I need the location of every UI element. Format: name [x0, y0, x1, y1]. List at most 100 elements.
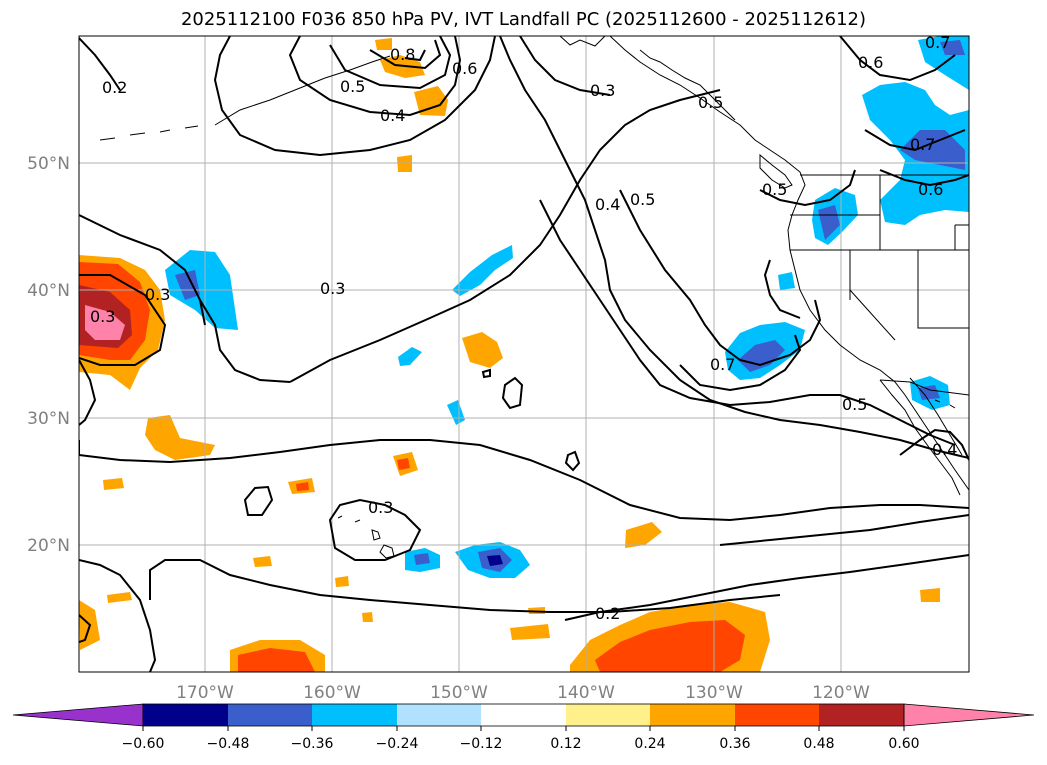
colorbar-tick-label: 0.48: [803, 736, 834, 752]
coast-alaska: [559, 36, 606, 47]
contour-02-nw: [79, 37, 121, 91]
colorbar-segment: [566, 704, 650, 726]
lon-tick-label: 120°W: [812, 683, 870, 703]
colorbar-tick-label: −0.12: [460, 736, 503, 752]
lat-tick-label: 20°N: [27, 536, 70, 556]
shade-cold-se1b: [918, 385, 940, 400]
coast-gulf-ca: [909, 377, 963, 456]
shade-cold-163w-2: [175, 270, 200, 300]
shade-warm-west-4: [85, 305, 125, 340]
shade-cold-c5c: [487, 555, 503, 566]
map-title: 2025112100 F036 850 hPa PV, IVT Landfall…: [180, 9, 867, 30]
shade-cold-nw3b: [940, 40, 965, 55]
map-frame-bg: [79, 36, 969, 672]
contour-label: 0.8: [390, 45, 415, 64]
contour-label: 0.6: [452, 59, 477, 78]
contour-06: [619, 189, 822, 367]
contour-sw-small: [79, 614, 92, 643]
contour-small-loop-3: [564, 450, 581, 472]
lat-tick-label: 50°N: [27, 154, 70, 174]
contour-label: 0.7: [710, 355, 735, 374]
coast-north-america: [609, 36, 969, 491]
map-border: [78, 35, 970, 673]
contour-label: 0.2: [595, 604, 620, 623]
shade-warm-south-b: [238, 648, 315, 672]
contour-04: [499, 36, 969, 459]
contour-east-06: [879, 169, 969, 187]
shade-warm-1: [145, 415, 215, 460]
contour-label: 0.5: [762, 180, 787, 199]
contour-north-03: [213, 36, 496, 157]
colorbar-segment: [481, 704, 566, 726]
contour-small-loop-2: [501, 376, 524, 410]
coast-baja: [879, 379, 961, 496]
contours: [79, 36, 969, 672]
contour-02-south: [149, 559, 781, 613]
vancouver-island: [759, 153, 793, 189]
shade-warm-9: [375, 38, 392, 50]
lat-tick-label: 30°N: [27, 409, 70, 429]
contour-east-04: [899, 428, 969, 461]
colorbar-outline: [142, 703, 905, 727]
colorbar-segment: [650, 704, 735, 726]
lat-tick-label: 40°N: [27, 281, 70, 301]
colorbar-under-arrow: [12, 703, 144, 727]
shade-warm-13: [107, 592, 132, 603]
coastlines: [99, 36, 969, 559]
shade-cold-nw2b: [900, 130, 965, 170]
hawaii: [337, 515, 395, 559]
contour-05b: [564, 554, 969, 621]
colorbar-over-arrow: [903, 703, 1035, 727]
colorbar-tick-label: −0.36: [291, 736, 334, 752]
shade-cold-nw1b: [818, 205, 840, 240]
colorbar-segment: [735, 704, 819, 726]
lon-tick-label: 130°W: [685, 683, 743, 703]
shade-warm-14: [362, 612, 373, 622]
contour-label: 0.2: [102, 78, 127, 97]
colorbar-segment: [312, 704, 397, 726]
contour-label: 0.7: [910, 135, 935, 154]
contour-label: 0.5: [630, 190, 655, 209]
shade-warm-4b: [397, 458, 410, 470]
contour-label: 0.6: [858, 53, 883, 72]
shade-cold-130w-b: [738, 340, 785, 372]
contour-label: 0.3: [368, 498, 393, 517]
contour-03-big: [79, 439, 969, 522]
contour-small-loop-4: [481, 368, 491, 379]
map-content: 0.2 0.3 0.4 0.5 0.6 0.7 0.8 0.3 0.4 0.5 …: [79, 33, 969, 672]
shade-warm-11: [253, 556, 272, 567]
shade-cold-130w-c: [778, 272, 795, 290]
colorbar-tick-label: 0.24: [634, 736, 665, 752]
contour-west-04: [79, 359, 97, 426]
contour-labels: 0.2 0.3 0.4 0.5 0.6 0.7 0.8 0.3 0.4 0.5 …: [90, 33, 957, 623]
contour-midwest: [199, 299, 291, 383]
contour-label: 0.7: [925, 33, 950, 52]
contour-label: 0.3: [145, 285, 170, 304]
contour-04b: [719, 514, 969, 546]
contour-label: 0.5: [842, 395, 867, 414]
colorbar-tick-label: −0.24: [376, 736, 419, 752]
shade-warm-8: [414, 86, 448, 116]
shade-warm-17: [920, 588, 940, 602]
border-states: [790, 175, 969, 341]
colorbar-tick-label: −0.48: [207, 736, 250, 752]
contour-label: 0.6: [918, 180, 943, 199]
shade-warm-3: [462, 332, 503, 368]
colorbar-tick-label: −0.60: [122, 736, 165, 752]
colorbar-tick-labels: −0.60 −0.48 −0.36 −0.24 −0.12 0.12 0.24 …: [122, 736, 920, 752]
contour-03-top: [519, 36, 611, 96]
contour-hawaii-loop: [328, 498, 422, 561]
colorbar-tick-marks: [142, 726, 905, 731]
contour-label: 0.4: [380, 106, 405, 125]
islands-gulf: [934, 399, 956, 409]
contour-05: [539, 199, 956, 446]
shade-cold-c3: [447, 400, 465, 425]
shade-warm-6: [625, 522, 662, 548]
shade-warm-15: [510, 624, 550, 640]
shade-cold-c4b: [414, 553, 430, 565]
contour-small-loop-1: [243, 485, 274, 516]
colorbar-segment: [397, 704, 481, 726]
lon-tick-label: 140°W: [557, 683, 615, 703]
contour-label: 0.4: [595, 195, 620, 214]
